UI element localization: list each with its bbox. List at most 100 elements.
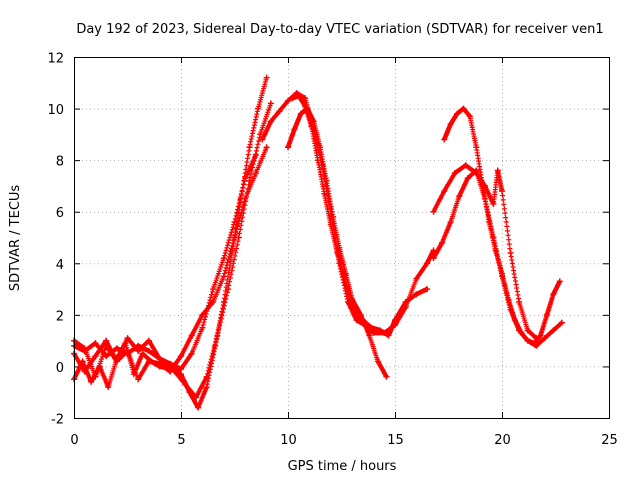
data-point: [492, 247, 499, 254]
data-point: [252, 151, 259, 158]
data-point: [499, 270, 505, 277]
series-track-j: [430, 162, 540, 342]
data-point: [302, 95, 309, 102]
data-point: [145, 337, 152, 344]
data-point: [167, 368, 174, 375]
data-point: [439, 239, 446, 246]
data-point: [460, 105, 467, 112]
data-point: [531, 340, 538, 347]
data-point: [295, 92, 302, 99]
data-point: [340, 273, 347, 280]
data-point: [188, 332, 195, 339]
data-point: [139, 350, 146, 357]
data-point: [103, 353, 110, 360]
data-point: [447, 121, 454, 128]
plot-frame: [74, 57, 610, 419]
data-point: [481, 182, 488, 189]
y-tick-label: 6: [56, 206, 64, 221]
data-point: [88, 378, 95, 385]
data-point: [499, 188, 505, 195]
data-point: [558, 319, 565, 326]
data-point: [323, 177, 330, 184]
data-point: [473, 170, 480, 177]
y-tick-label: 0: [56, 361, 64, 376]
x-tick-label: 10: [280, 433, 297, 448]
data-point: [231, 234, 238, 241]
data-point: [524, 337, 531, 344]
data-point: [255, 105, 262, 112]
x-tick-label: 25: [601, 433, 618, 448]
data-point: [81, 345, 88, 352]
data-point: [220, 273, 227, 280]
data-point: [556, 278, 563, 285]
data-point: [543, 311, 550, 318]
data-point: [402, 298, 409, 305]
data-point: [135, 376, 142, 383]
data-point: [289, 95, 296, 102]
data-point: [167, 360, 174, 367]
series-track-d: [71, 151, 259, 380]
data-point: [103, 342, 110, 349]
y-tick-label: 12: [47, 52, 64, 67]
data-point: [441, 136, 448, 143]
data-point: [494, 167, 501, 174]
y-tick-label: 4: [56, 258, 64, 273]
data-point: [145, 347, 152, 354]
data-point: [456, 193, 463, 200]
data-point: [92, 373, 99, 380]
data-point: [259, 136, 266, 143]
data-point: [541, 335, 548, 342]
data-point: [385, 332, 392, 339]
data-point: [464, 175, 471, 182]
data-point: [486, 219, 493, 226]
data-point: [203, 384, 210, 391]
data-point: [516, 298, 523, 305]
data-point: [518, 329, 525, 336]
data-point: [192, 394, 199, 401]
data-point: [317, 144, 324, 151]
data-point: [214, 332, 221, 339]
data-point: [156, 355, 163, 362]
data-point: [507, 249, 514, 256]
data-point: [462, 162, 469, 169]
data-point: [291, 126, 298, 133]
data-point: [511, 317, 518, 324]
chart-title: Day 192 of 2023, Sidereal Day-to-day VTE…: [76, 22, 603, 37]
data-point: [329, 213, 336, 220]
data-point: [377, 327, 384, 334]
x-tick-label: 15: [387, 433, 404, 448]
y-axis-label: SDTVAR / TECUs: [8, 185, 23, 292]
data-point: [490, 200, 497, 207]
data-point: [524, 327, 531, 334]
data-point: [81, 368, 88, 375]
data-point: [466, 113, 473, 120]
tick-labels: 0 5 10 15 20 25 -2 0 2 4 6 8 10 12: [47, 52, 617, 449]
data-point: [103, 337, 110, 344]
data-point: [124, 335, 131, 342]
data-point: [430, 208, 437, 215]
data-point: [297, 110, 304, 117]
data-point: [424, 260, 431, 267]
data-point: [368, 324, 375, 331]
x-axis-label: GPS time / hours: [288, 459, 397, 474]
data-point: [359, 317, 366, 324]
data-point: [441, 188, 448, 195]
data-point: [188, 350, 195, 357]
y-tick-label: 2: [56, 309, 64, 324]
data-point: [430, 255, 437, 262]
data-point: [113, 358, 120, 365]
data-point: [225, 286, 232, 293]
data-point: [353, 311, 360, 318]
data-point: [334, 249, 341, 256]
data-point: [505, 296, 512, 303]
data-point: [124, 347, 131, 354]
data-point: [203, 373, 210, 380]
data-point: [242, 195, 249, 202]
data-point: [383, 373, 390, 380]
data-point: [92, 340, 99, 347]
data-point: [550, 327, 557, 334]
data-point: [533, 335, 540, 342]
y-tick-label: 8: [56, 155, 64, 170]
data-point: [210, 286, 217, 293]
data-point: [113, 345, 120, 352]
